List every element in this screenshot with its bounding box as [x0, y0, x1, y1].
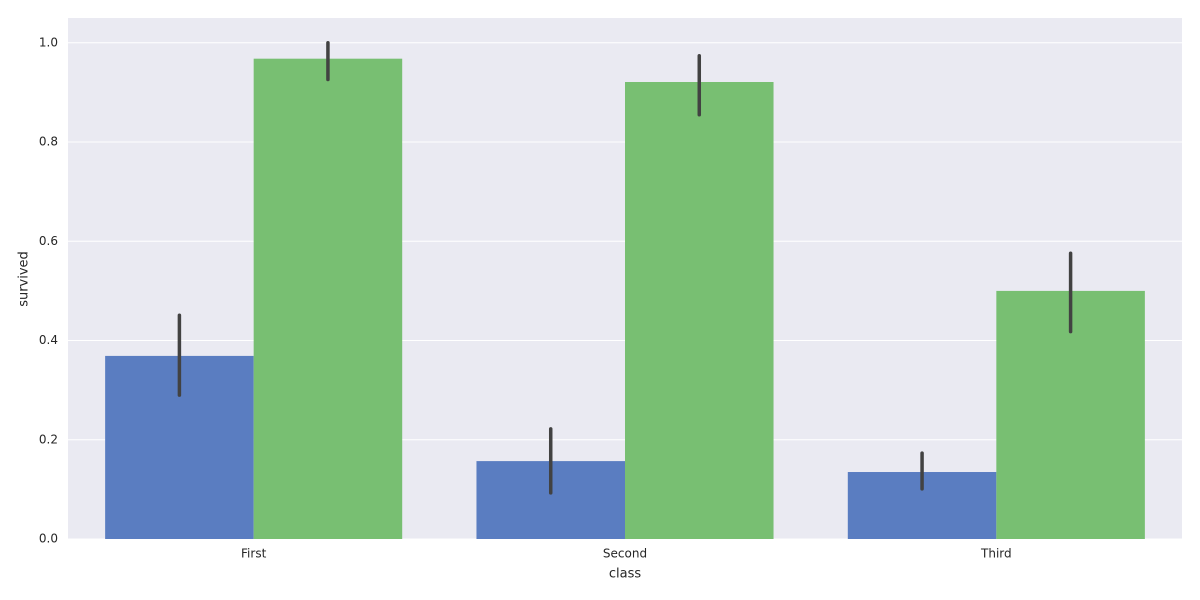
y-tick-label: 0.6 — [39, 234, 58, 248]
y-tick-label: 0.2 — [39, 432, 58, 446]
bar — [625, 82, 774, 539]
x-tick-label: Third — [980, 547, 1012, 561]
bar — [253, 58, 403, 539]
y-tick-label: 0.4 — [39, 333, 58, 347]
x-tick-label: First — [241, 547, 267, 561]
y-tick-label: 0.0 — [39, 532, 58, 546]
x-axis-label: class — [609, 567, 641, 582]
x-tick-label: Second — [603, 547, 647, 561]
y-axis-label: survived — [17, 251, 32, 307]
y-tick-label: 0.8 — [39, 135, 58, 149]
y-tick-label: 1.0 — [39, 35, 58, 49]
